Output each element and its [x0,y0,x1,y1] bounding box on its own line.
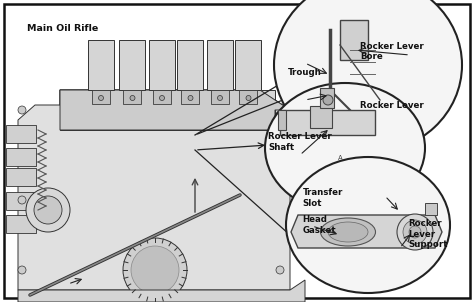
Bar [6,125,36,143]
Circle shape [18,196,26,204]
Bar [124,90,142,104]
Polygon shape [18,90,290,290]
Bar [177,40,203,90]
Bar [280,110,375,135]
Bar [92,90,110,104]
Bar [310,106,332,128]
Circle shape [123,238,187,302]
Text: A: A [337,155,342,161]
Circle shape [188,95,193,101]
Bar [149,40,175,90]
Bar [6,215,36,233]
Bar [88,40,114,90]
Circle shape [18,106,26,114]
Bar [6,148,36,166]
Polygon shape [18,280,305,302]
Text: Rocker
Lever
Support: Rocker Lever Support [409,219,448,249]
Bar [60,90,275,130]
Circle shape [218,95,222,101]
Bar [182,90,200,104]
Bar [340,20,368,60]
Bar [278,110,286,130]
Polygon shape [60,90,290,130]
Circle shape [323,95,333,105]
Polygon shape [60,90,290,125]
Bar [6,192,36,210]
Ellipse shape [286,157,450,293]
Bar [320,88,334,108]
Circle shape [159,95,164,101]
Circle shape [26,188,70,232]
Text: Rocker Lever: Rocker Lever [360,101,424,110]
Circle shape [409,226,421,238]
Polygon shape [291,215,442,248]
Ellipse shape [328,222,368,242]
Circle shape [397,214,433,250]
Ellipse shape [320,218,375,246]
Text: Head
Gasket: Head Gasket [302,215,336,235]
Circle shape [34,196,62,224]
Bar [6,168,36,186]
Bar [239,90,257,104]
Bar [211,90,229,104]
Circle shape [18,266,26,274]
Text: Rocker Lever
Bore: Rocker Lever Bore [360,42,424,61]
Bar [119,40,146,90]
Circle shape [131,246,179,294]
Text: Rocker Lever
Shaft: Rocker Lever Shaft [268,132,332,152]
Text: Main Oil Rifle: Main Oil Rifle [27,24,99,33]
Bar [207,40,233,90]
Ellipse shape [265,83,425,213]
Text: Trough: Trough [288,68,322,77]
Circle shape [276,111,284,119]
Circle shape [246,95,251,101]
Ellipse shape [274,0,462,153]
Bar [153,90,171,104]
Circle shape [130,95,135,101]
Bar [425,203,437,215]
Text: Transfer
Slot: Transfer Slot [302,188,343,207]
Circle shape [403,220,427,244]
Circle shape [276,266,284,274]
Circle shape [99,95,103,101]
Bar [236,40,262,90]
